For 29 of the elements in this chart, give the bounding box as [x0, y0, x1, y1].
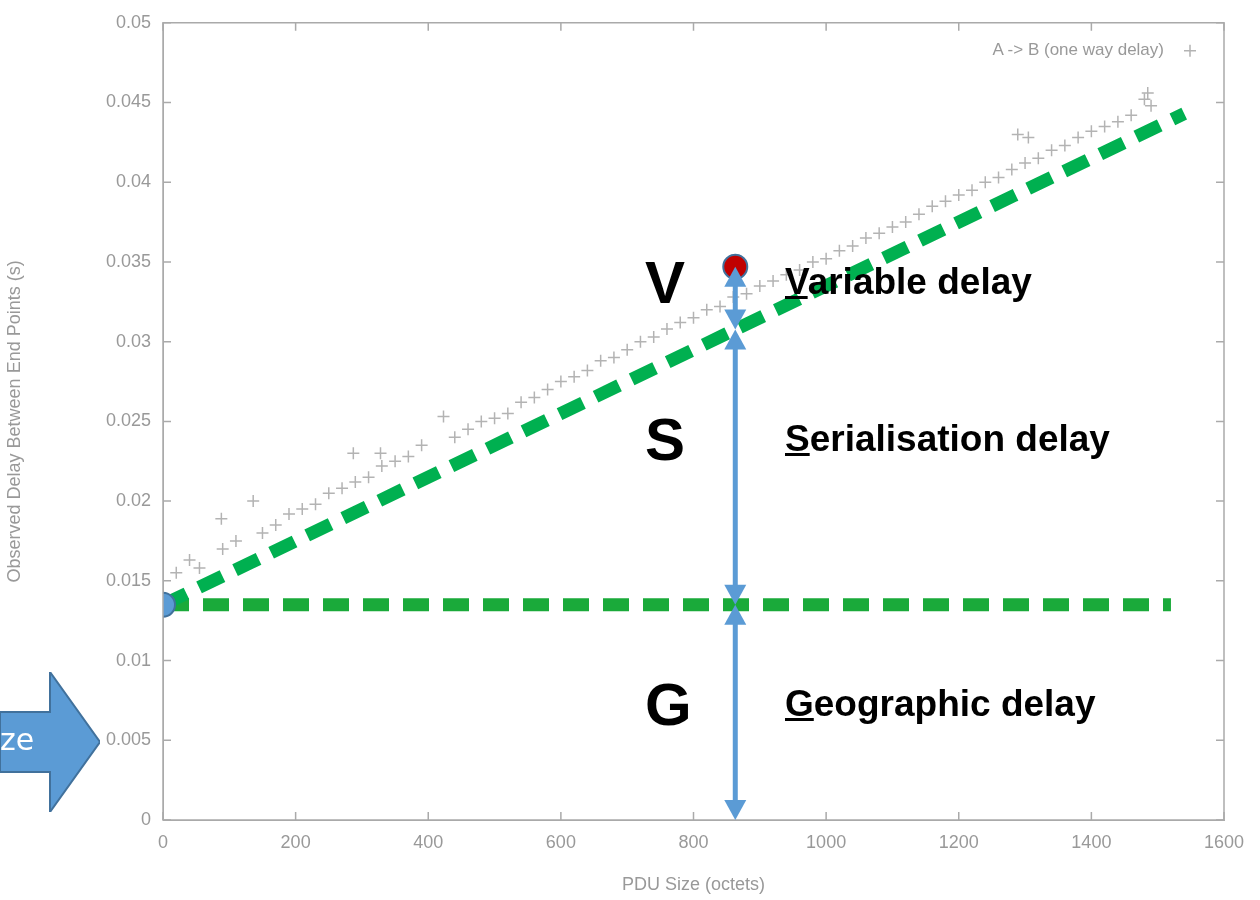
- x-tick-label: 1400: [1071, 831, 1112, 852]
- y-tick-label: 0.04: [115, 171, 151, 192]
- y-tick-label: 0.05: [115, 11, 151, 32]
- x-tick-label: 1600: [1203, 831, 1245, 852]
- annotation: S: [645, 406, 686, 473]
- annotation: V: [645, 249, 686, 316]
- annotation: Geographic delay: [785, 683, 1096, 724]
- x-tick-label: 800: [678, 831, 709, 852]
- x-tick-label: 0: [157, 831, 169, 852]
- y-tick-label: 0.02: [115, 490, 151, 511]
- y-tick-label: 0.045: [105, 91, 151, 112]
- y-tick-label: 0.015: [105, 569, 151, 590]
- annotation: Serialisation delay: [785, 418, 1110, 459]
- x-tick-label: 400: [413, 831, 444, 852]
- y-tick-label: 0: [140, 808, 151, 829]
- y-axis-title: Observed Delay Between End Points (s): [3, 260, 24, 583]
- y-tick-label: 0.03: [115, 330, 151, 351]
- y-tick-label: 0.035: [105, 250, 151, 271]
- text: ze: [0, 722, 35, 757]
- y-tick-label: 0.01: [115, 649, 151, 670]
- x-tick-label: 1000: [806, 831, 847, 852]
- y-tick-label: 0.025: [105, 410, 151, 431]
- annotation: G: [645, 671, 692, 738]
- x-axis-title: PDU Size (octets): [621, 874, 766, 895]
- x-tick-label: 1200: [938, 831, 979, 852]
- legend-label: A -> B (one way delay): [992, 40, 1164, 60]
- y-tick-label: 0.005: [105, 729, 151, 750]
- x-tick-label: 600: [545, 831, 576, 852]
- x-tick-label: 200: [280, 831, 311, 852]
